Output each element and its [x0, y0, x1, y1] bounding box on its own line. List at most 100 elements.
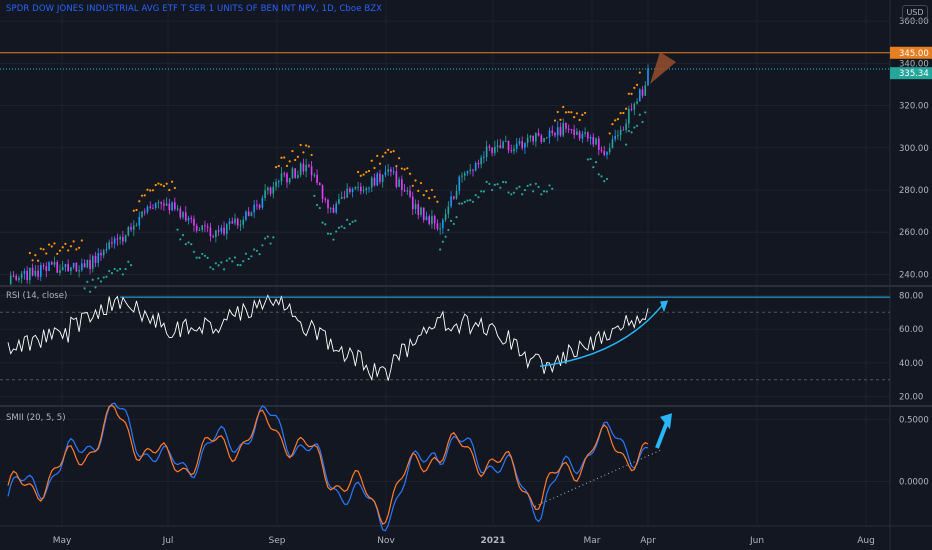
candle-body	[403, 190, 406, 192]
sar-dot	[460, 202, 464, 205]
candle-body	[23, 270, 26, 274]
candle-body	[360, 186, 362, 191]
candle-body	[526, 137, 529, 143]
candle-body	[201, 225, 204, 230]
rsi-axis-tick: 20.00	[899, 393, 923, 403]
candle-body	[324, 198, 327, 200]
candle-body	[40, 265, 42, 277]
sar-dot	[463, 200, 466, 204]
smii-arrow-head	[660, 413, 672, 430]
sar-dot	[217, 264, 220, 267]
currency-button[interactable]: USD	[902, 5, 928, 21]
sar-dot	[154, 183, 157, 187]
sar-dot	[449, 219, 453, 222]
sar-dot	[359, 174, 362, 177]
sar-dot	[362, 173, 365, 176]
sar-dot	[56, 252, 59, 255]
sar-dot	[294, 158, 297, 162]
candle-body	[193, 218, 195, 226]
sar-dot	[575, 112, 578, 115]
sar-dot	[171, 180, 174, 183]
candle-body	[305, 164, 307, 172]
candle-body	[81, 263, 83, 271]
candle-body	[316, 174, 318, 183]
candle-body	[119, 236, 121, 240]
time-axis-label: Nov	[377, 536, 395, 546]
candle-body	[256, 204, 258, 206]
candle-body	[537, 133, 540, 136]
candle-body	[67, 264, 69, 272]
candle-body	[409, 190, 411, 197]
sar-dot	[34, 254, 37, 257]
candle-body	[589, 136, 592, 139]
candle-body	[75, 262, 78, 272]
candle-body	[135, 225, 138, 227]
candle-body	[195, 225, 198, 231]
candle-body	[149, 206, 152, 208]
time-axis-label: Sep	[269, 536, 286, 546]
candle-body	[176, 208, 179, 210]
sar-dot	[269, 242, 272, 245]
candle-body	[163, 203, 165, 206]
time-axis-label: Mar	[584, 536, 601, 546]
sar-dot	[132, 209, 135, 212]
candle-body	[422, 207, 425, 221]
candle-body	[187, 217, 190, 221]
sar-dot	[493, 183, 496, 186]
sar-dot	[140, 194, 144, 197]
candle-body	[417, 204, 420, 215]
forecast-cone	[650, 52, 676, 84]
candle-body	[420, 207, 422, 215]
sar-dot	[417, 189, 420, 193]
candle-body	[556, 127, 559, 136]
sar-dot	[250, 255, 253, 258]
sar-dot	[119, 267, 122, 271]
candle-body	[376, 173, 379, 186]
sar-dot	[625, 107, 628, 110]
candle-body	[132, 225, 135, 230]
candle-body	[53, 262, 56, 265]
last-price-label: 335.34	[899, 69, 929, 79]
candle-body	[540, 135, 543, 142]
sar-dot	[532, 190, 535, 193]
sar-dot	[474, 193, 477, 197]
sar-dot	[510, 193, 513, 196]
candle-body	[102, 250, 105, 256]
sar-dot	[45, 252, 48, 255]
sar-dot	[540, 193, 543, 196]
sar-dot	[578, 118, 581, 122]
sar-dot	[398, 157, 401, 160]
sar-dot	[113, 267, 116, 271]
sar-dot	[523, 188, 527, 192]
sar-dot	[614, 119, 617, 122]
sar-dot	[603, 180, 606, 183]
candle-body	[488, 146, 491, 148]
candle-body	[625, 123, 627, 130]
sar-dot	[436, 200, 439, 203]
sar-dot	[61, 246, 64, 249]
candle-body	[217, 230, 220, 232]
sar-dot	[173, 186, 176, 190]
sar-dot	[47, 243, 51, 246]
candle-body	[611, 139, 614, 149]
candle-body	[578, 131, 581, 139]
candle-body	[357, 186, 359, 188]
sar-dot	[627, 129, 630, 133]
rsi-trend-arrowhead	[660, 300, 668, 313]
candle-body	[297, 175, 299, 178]
sar-dot	[592, 166, 595, 169]
sar-dot	[28, 251, 31, 255]
time-axis-label: 2021	[480, 536, 505, 546]
sar-dot	[195, 256, 198, 259]
sar-dot	[512, 191, 516, 194]
sar-dot	[231, 260, 234, 263]
candle-body	[349, 188, 351, 193]
sar-dot	[50, 245, 53, 248]
candle-body	[86, 259, 89, 268]
candle-body	[275, 181, 277, 187]
sar-dot	[184, 243, 187, 246]
sar-dot	[236, 263, 239, 267]
candle-body	[343, 196, 346, 198]
sar-dot	[633, 126, 636, 129]
